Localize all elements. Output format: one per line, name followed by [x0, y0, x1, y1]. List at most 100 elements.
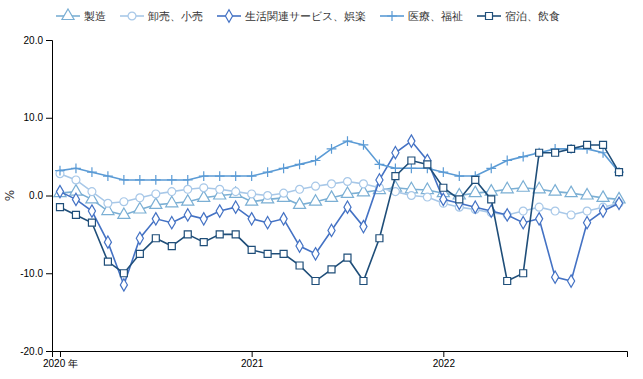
point — [311, 156, 321, 166]
point — [325, 191, 337, 202]
point — [71, 163, 81, 173]
point — [599, 205, 606, 217]
point — [296, 185, 304, 193]
point — [182, 195, 194, 206]
point — [215, 171, 225, 181]
point — [376, 174, 383, 186]
y-tick-label: 10.0 — [24, 112, 44, 123]
point — [135, 175, 145, 185]
point — [472, 201, 479, 213]
point — [232, 201, 239, 213]
x-tick-mark — [252, 351, 253, 357]
point — [296, 240, 303, 252]
legend-swatch-marker — [225, 10, 232, 22]
point — [408, 157, 415, 164]
plot-area: -20.0 -10.0 0.0 10.0 20.0 2020 年20212022 — [20, 35, 627, 369]
point — [375, 160, 385, 170]
point — [280, 213, 287, 225]
point — [120, 279, 127, 291]
point — [119, 175, 129, 185]
legend-item: 生活関連サービス、娯楽 — [217, 10, 366, 23]
point — [535, 203, 543, 211]
point — [376, 235, 383, 242]
point — [104, 236, 111, 248]
point — [615, 197, 622, 209]
legend: 製造卸売、小売生活関連サービス、娯楽医療、福祉宿泊、飲食 — [56, 9, 560, 23]
y-tick: -20.0 — [20, 346, 52, 357]
point — [248, 246, 255, 253]
point — [120, 270, 127, 277]
point — [136, 250, 143, 257]
y-tick: -10.0 — [20, 268, 52, 279]
point — [440, 184, 447, 191]
point — [504, 209, 511, 221]
point — [152, 213, 159, 225]
point — [488, 196, 495, 203]
point — [360, 278, 367, 285]
point — [104, 258, 111, 265]
y-axis-title: % — [3, 190, 17, 201]
point — [309, 195, 321, 206]
point — [552, 149, 559, 156]
point — [152, 235, 159, 242]
point — [280, 250, 287, 257]
point — [360, 180, 368, 188]
point — [103, 171, 113, 181]
point — [294, 198, 306, 209]
point — [584, 141, 591, 148]
point — [502, 156, 512, 166]
point — [536, 213, 543, 225]
point — [168, 217, 175, 229]
point — [136, 232, 143, 244]
point — [152, 190, 160, 198]
x-tick: 2022 — [433, 351, 456, 369]
point — [184, 231, 191, 238]
point — [344, 178, 352, 186]
point — [456, 196, 463, 203]
point — [392, 173, 399, 180]
point — [184, 185, 192, 193]
point — [248, 213, 255, 225]
series — [56, 135, 622, 291]
point — [583, 207, 591, 215]
x-tick-mark — [443, 351, 444, 357]
point — [517, 181, 529, 192]
x-tick: 2020 年 — [43, 351, 78, 369]
point — [567, 211, 575, 219]
point — [424, 161, 431, 168]
point — [104, 199, 112, 207]
series — [56, 170, 623, 219]
point — [600, 141, 607, 148]
point — [88, 188, 96, 196]
point — [72, 176, 80, 184]
point — [534, 148, 544, 158]
series-line — [60, 145, 619, 281]
point — [264, 192, 272, 200]
legend-swatch-marker — [62, 9, 74, 20]
y-tick-label: 20.0 — [24, 35, 44, 46]
point — [150, 198, 162, 209]
point — [565, 186, 577, 197]
y-tick: 10.0 — [24, 112, 52, 123]
point — [280, 189, 288, 197]
point — [486, 163, 496, 173]
point — [232, 188, 240, 196]
point — [312, 278, 319, 285]
legend-item: 医療、福祉 — [380, 10, 463, 23]
point — [151, 175, 161, 185]
point — [581, 188, 593, 199]
point — [216, 231, 223, 238]
x-tick-label: 2020 年 — [43, 358, 78, 369]
point — [248, 190, 256, 198]
point — [328, 180, 336, 188]
point — [454, 171, 464, 181]
series-line — [60, 141, 619, 180]
x-axis: 2020 年20212022 — [43, 351, 628, 369]
point — [614, 167, 624, 177]
point — [264, 217, 271, 229]
legend-swatch-marker — [128, 12, 136, 20]
y-tick-label: 0.0 — [29, 190, 43, 201]
legend-item: 製造 — [56, 9, 106, 23]
point — [87, 167, 97, 177]
series-line — [60, 141, 619, 285]
